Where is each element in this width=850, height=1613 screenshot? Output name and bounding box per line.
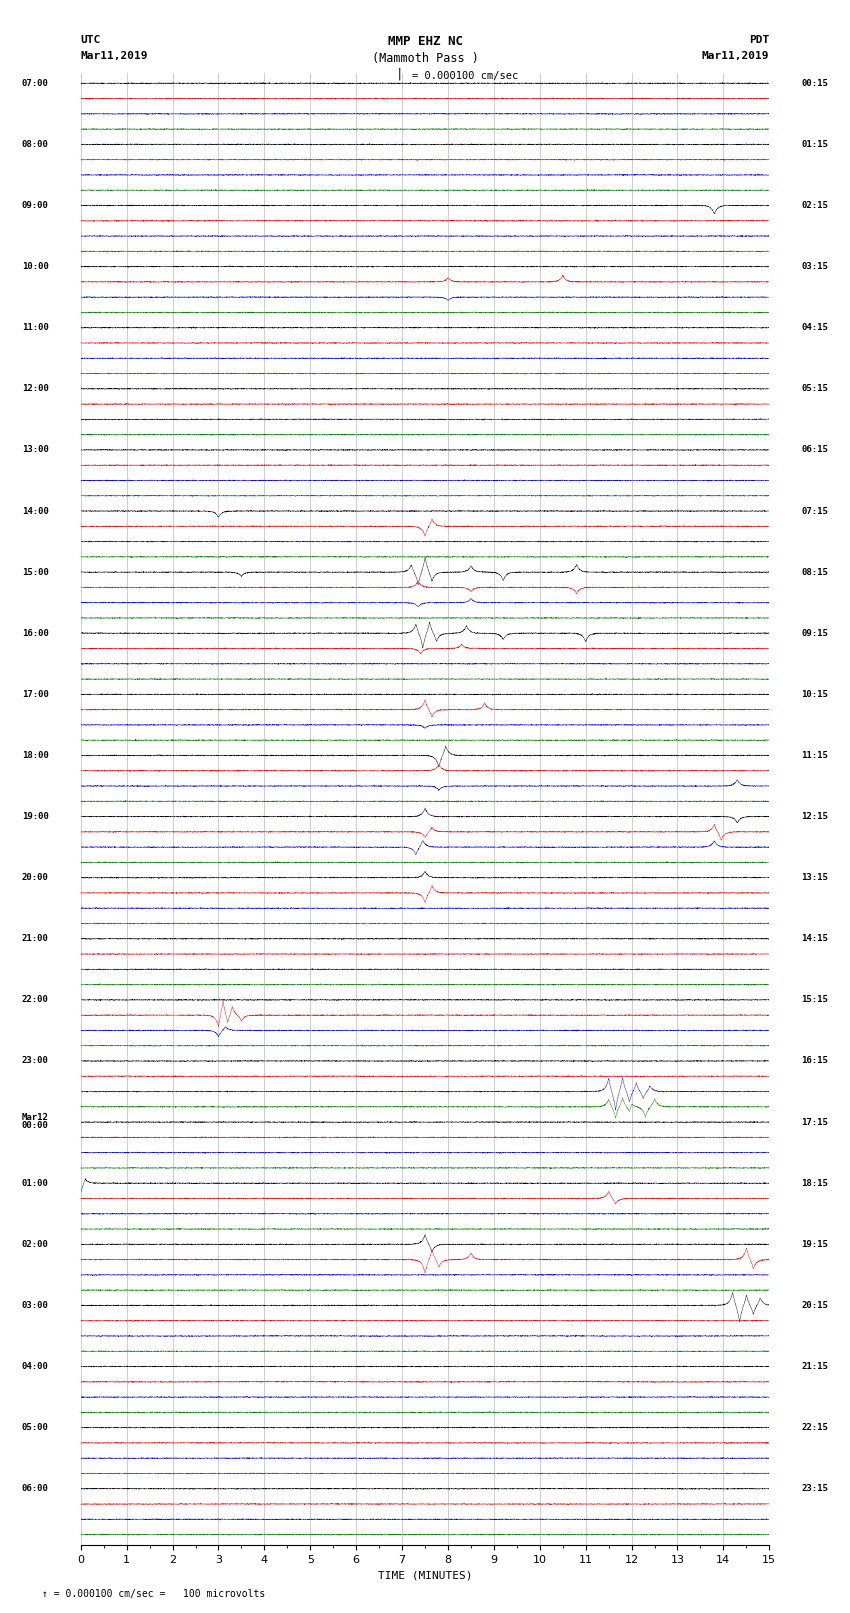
Text: 03:15: 03:15: [802, 261, 828, 271]
Text: 18:15: 18:15: [802, 1179, 828, 1187]
Text: 22:00: 22:00: [22, 995, 48, 1005]
Text: 00:15: 00:15: [802, 79, 828, 87]
X-axis label: TIME (MINUTES): TIME (MINUTES): [377, 1571, 473, 1581]
Text: 05:15: 05:15: [802, 384, 828, 394]
Text: 06:00: 06:00: [22, 1484, 48, 1494]
Text: Mar12: Mar12: [22, 1113, 48, 1123]
Text: 22:15: 22:15: [802, 1423, 828, 1432]
Text: 19:00: 19:00: [22, 811, 48, 821]
Text: 11:00: 11:00: [22, 323, 48, 332]
Text: 19:15: 19:15: [802, 1240, 828, 1248]
Text: 08:15: 08:15: [802, 568, 828, 576]
Text: 02:15: 02:15: [802, 202, 828, 210]
Text: (Mammoth Pass ): (Mammoth Pass ): [371, 52, 479, 65]
Text: 04:15: 04:15: [802, 323, 828, 332]
Text: 12:00: 12:00: [22, 384, 48, 394]
Text: 05:00: 05:00: [22, 1423, 48, 1432]
Text: 10:00: 10:00: [22, 261, 48, 271]
Text: |: |: [396, 68, 403, 81]
Text: 17:15: 17:15: [802, 1118, 828, 1126]
Text: 14:00: 14:00: [22, 506, 48, 516]
Text: 20:00: 20:00: [22, 873, 48, 882]
Text: 13:00: 13:00: [22, 445, 48, 455]
Text: 13:15: 13:15: [802, 873, 828, 882]
Text: 03:00: 03:00: [22, 1302, 48, 1310]
Text: 00:00: 00:00: [22, 1121, 48, 1131]
Text: 17:00: 17:00: [22, 690, 48, 698]
Text: ↑ = 0.000100 cm/sec =   100 microvolts: ↑ = 0.000100 cm/sec = 100 microvolts: [42, 1589, 266, 1598]
Text: 23:15: 23:15: [802, 1484, 828, 1494]
Text: 09:15: 09:15: [802, 629, 828, 637]
Text: 07:15: 07:15: [802, 506, 828, 516]
Text: 02:00: 02:00: [22, 1240, 48, 1248]
Text: 01:15: 01:15: [802, 140, 828, 148]
Text: Mar11,2019: Mar11,2019: [702, 52, 769, 61]
Text: 16:00: 16:00: [22, 629, 48, 637]
Text: 10:15: 10:15: [802, 690, 828, 698]
Text: 06:15: 06:15: [802, 445, 828, 455]
Text: UTC: UTC: [81, 35, 101, 45]
Text: 15:00: 15:00: [22, 568, 48, 576]
Text: 04:00: 04:00: [22, 1361, 48, 1371]
Text: 08:00: 08:00: [22, 140, 48, 148]
Text: 07:00: 07:00: [22, 79, 48, 87]
Text: 14:15: 14:15: [802, 934, 828, 944]
Text: 16:15: 16:15: [802, 1057, 828, 1066]
Text: 09:00: 09:00: [22, 202, 48, 210]
Text: 18:00: 18:00: [22, 752, 48, 760]
Text: PDT: PDT: [749, 35, 769, 45]
Text: 11:15: 11:15: [802, 752, 828, 760]
Text: 12:15: 12:15: [802, 811, 828, 821]
Text: 21:15: 21:15: [802, 1361, 828, 1371]
Text: 20:15: 20:15: [802, 1302, 828, 1310]
Text: 01:00: 01:00: [22, 1179, 48, 1187]
Text: 23:00: 23:00: [22, 1057, 48, 1066]
Text: MMP EHZ NC: MMP EHZ NC: [388, 35, 462, 48]
Text: 15:15: 15:15: [802, 995, 828, 1005]
Text: = 0.000100 cm/sec: = 0.000100 cm/sec: [412, 71, 518, 81]
Text: 21:00: 21:00: [22, 934, 48, 944]
Text: Mar11,2019: Mar11,2019: [81, 52, 148, 61]
